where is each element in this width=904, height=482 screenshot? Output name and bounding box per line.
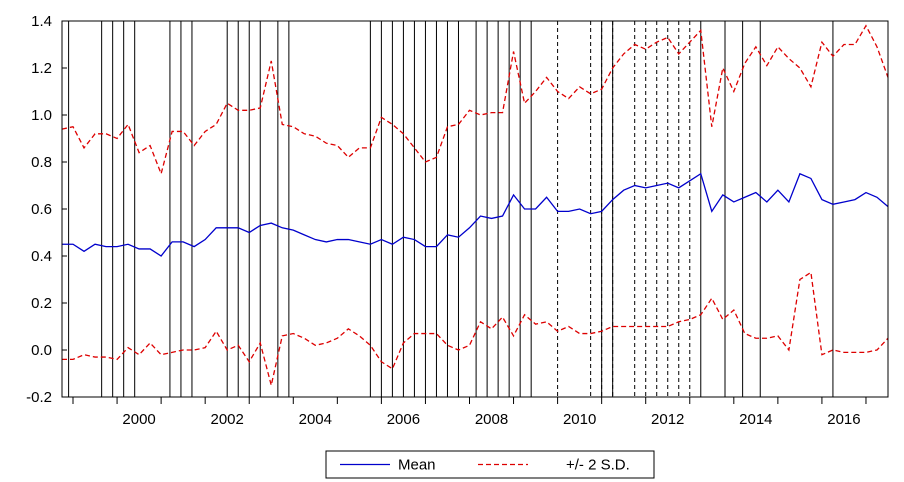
plot-frame — [61, 20, 889, 398]
y-tick-label: 0.8 — [31, 154, 52, 171]
x-tick-label: 2012 — [651, 411, 684, 428]
y-tick-label: -0.2 — [26, 389, 52, 406]
x-tick-label: 2008 — [475, 411, 508, 428]
break-lines — [68, 21, 834, 397]
x-tick-label: 2000 — [122, 411, 155, 428]
y-tick-label: 0.6 — [31, 201, 52, 218]
x-tick-label: 2010 — [563, 411, 596, 428]
y-axis: -0.2 0.0 0.2 0.4 0.6 0.8 1.0 1.2 1.4 — [26, 13, 67, 406]
x-tick-label: 2014 — [739, 411, 772, 428]
x-tick-label: 2004 — [299, 411, 332, 428]
y-tick-label: 0.2 — [31, 295, 52, 312]
legend-label: +/- 2 S.D. — [566, 457, 630, 474]
series-line-0 — [62, 172, 889, 257]
y-tick-label: 1.2 — [31, 60, 52, 77]
y-tick-label: 1.4 — [31, 13, 52, 30]
y-tick-label: 0.0 — [31, 342, 52, 359]
x-tick-label: 2006 — [387, 411, 420, 428]
legend: Mean +/- 2 S.D. — [325, 450, 655, 479]
y-tick-label: 0.4 — [31, 248, 52, 265]
y-tick-label: 1.0 — [31, 107, 52, 124]
x-tick-label: 2016 — [827, 411, 860, 428]
series-line-2 — [62, 271, 889, 386]
x-axis: 2000 2002 2004 2006 2008 2010 2012 2014 2016 — [72, 397, 867, 428]
legend-label: Mean — [398, 457, 436, 474]
series-line-1 — [61, 24, 889, 176]
x-tick-label: 2002 — [211, 411, 244, 428]
series-layer — [61, 24, 889, 386]
